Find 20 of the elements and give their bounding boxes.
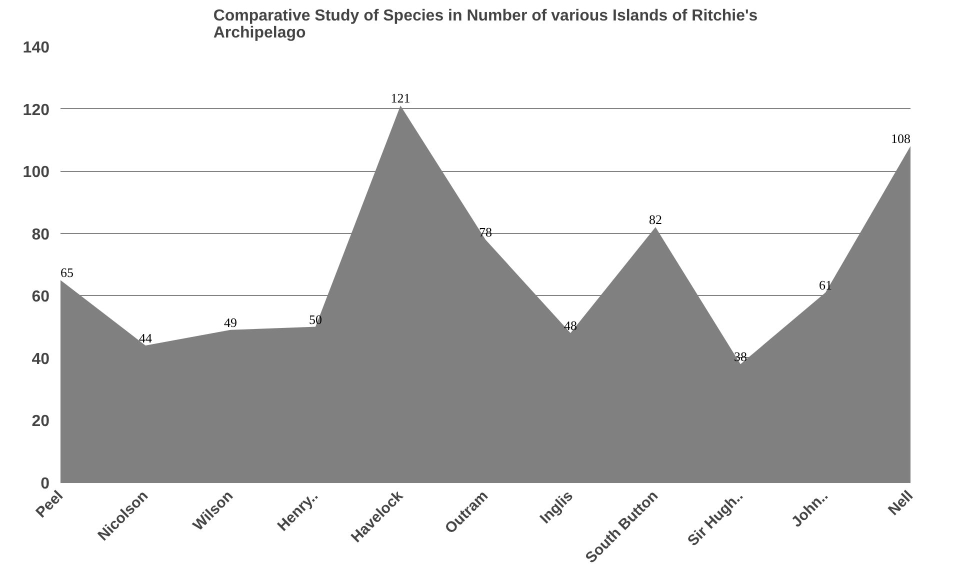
data-label: 49 — [224, 314, 237, 330]
y-tick-label: 20 — [32, 413, 50, 430]
data-label: 61 — [819, 278, 832, 293]
data-label: 78 — [479, 224, 492, 240]
y-tick-label: 60 — [32, 288, 50, 306]
data-label: 108 — [891, 131, 910, 146]
data-label: 65 — [60, 265, 74, 280]
y-tick-label: 140 — [22, 40, 50, 56]
chart-title: Comparative Study of Species in Number of various Islands of Ritchie's Archipelago — [213, 8, 758, 42]
y-tick-label: 80 — [32, 226, 50, 244]
data-label: 48 — [564, 318, 577, 334]
data-label: 50 — [309, 312, 322, 327]
data-label: 121 — [390, 90, 410, 106]
y-tick-label: 120 — [22, 102, 50, 119]
y-tick-label: 40 — [32, 350, 50, 368]
y-tick-label: 100 — [22, 164, 50, 182]
data-label: 82 — [649, 212, 662, 228]
data-label: 44 — [139, 330, 152, 346]
data-label: 38 — [734, 349, 747, 364]
y-tick-label: 0 — [40, 476, 50, 492]
